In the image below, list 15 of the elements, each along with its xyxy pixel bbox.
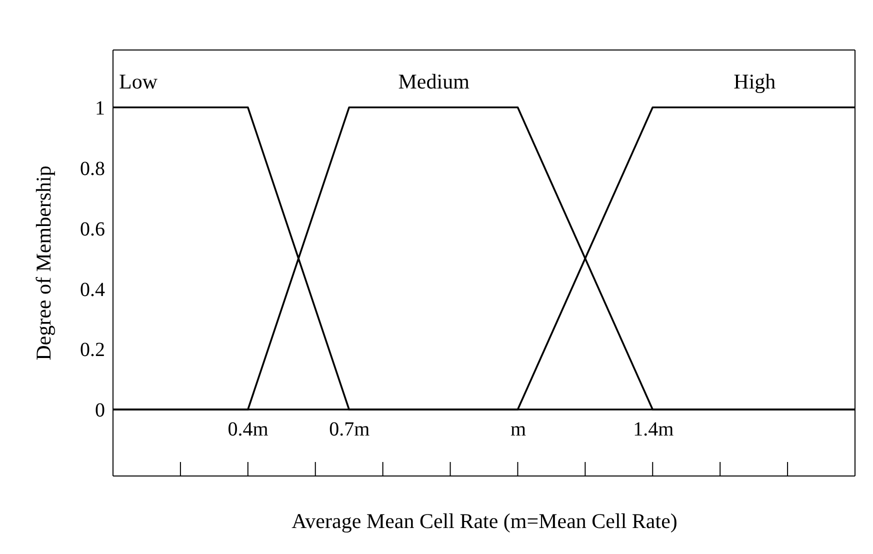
y-tick-label: 0.8 <box>80 158 105 180</box>
series-label: High <box>734 70 776 94</box>
x-tick-label: 0.4m <box>228 418 269 440</box>
series-label: Low <box>119 70 158 94</box>
y-tick-label: 1 <box>95 98 105 120</box>
y-tick-label: 0.4 <box>80 278 105 301</box>
x-tick-label: 1.4m <box>633 418 674 440</box>
series-label: Medium <box>398 70 470 94</box>
y-axis-title: Degree of Membership <box>31 166 56 360</box>
x-axis-title: Average Mean Cell Rate (m=Mean Cell Rate) <box>292 509 678 533</box>
x-tick-label: 0.7m <box>329 418 370 440</box>
y-tick-label: 0.2 <box>80 339 105 362</box>
y-tick-label: 0 <box>95 400 105 422</box>
y-tick-label: 0.6 <box>80 218 105 240</box>
x-tick-label: m <box>510 418 526 440</box>
